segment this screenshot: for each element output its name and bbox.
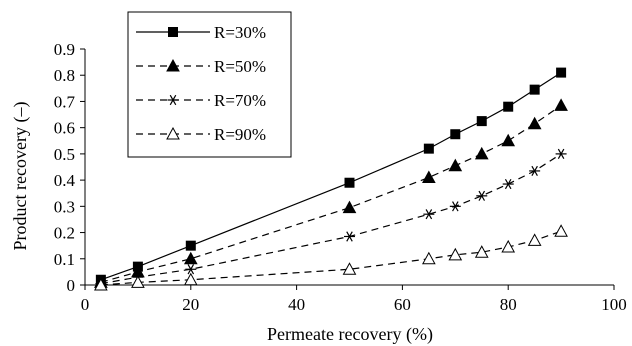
- y-axis-title: Product recovery (–): [10, 102, 31, 251]
- series-4-point: [474, 245, 489, 258]
- series-1-point: [423, 143, 434, 154]
- series-2-point: [448, 158, 463, 172]
- series-1-point: [450, 129, 461, 140]
- y-tick-label: 0.6: [54, 119, 75, 138]
- x-tick-label: 20: [182, 295, 199, 314]
- x-tick-label: 40: [288, 295, 305, 314]
- y-tick-label: 0.2: [54, 224, 75, 243]
- series-3-point: [502, 178, 514, 190]
- series-3-point: [476, 190, 488, 201]
- x-axis-title: Permeate recovery (%): [267, 324, 433, 345]
- legend-marker-4: [166, 126, 180, 140]
- series-2-point: [183, 251, 198, 265]
- legend-marker-1: [168, 27, 178, 37]
- series-3-point: [185, 264, 197, 275]
- legend-marker-2: [166, 58, 180, 72]
- series-4-point: [183, 272, 198, 286]
- legend-label-4: R=90%: [214, 125, 266, 144]
- series-4-point: [501, 239, 516, 253]
- series-3-point: [555, 148, 567, 159]
- series-group: [94, 67, 568, 291]
- series-4-point: [448, 247, 463, 261]
- ticks: 0 20 40 60 80 100 0 0.1 0.2 0.3 0.4 0.5 0.6 0.7 0.8 0.9: [54, 40, 627, 314]
- series-1-point: [503, 101, 514, 112]
- series-2-point: [422, 170, 436, 183]
- y-tick-label: 0.3: [54, 197, 75, 216]
- series-3-point: [449, 201, 461, 212]
- y-tick-label: 0.1: [54, 250, 75, 269]
- y-tick-label: 0: [67, 276, 76, 295]
- series-3: [95, 148, 567, 289]
- legend-box: [127, 11, 292, 158]
- series-3-point: [529, 165, 541, 177]
- series-4: [94, 224, 568, 291]
- y-tick-label: 0.7: [54, 92, 76, 111]
- series-3-point: [344, 231, 355, 242]
- series-1-point: [476, 116, 487, 127]
- series-1-line: [100, 72, 562, 281]
- x-tick-label: 100: [601, 295, 627, 314]
- series-3-point: [423, 209, 435, 220]
- y-tick-label: 0.9: [54, 40, 75, 59]
- series-4-point: [342, 262, 357, 275]
- legend-label-1: R=30%: [214, 23, 266, 42]
- series-2-point: [501, 133, 516, 147]
- series-2-line: [100, 104, 562, 283]
- series-4-line: [100, 230, 562, 286]
- y-tick-label: 0.8: [54, 66, 75, 85]
- series-1-point: [556, 67, 567, 78]
- series-2-point: [527, 116, 542, 130]
- x-tick-label: 60: [394, 295, 411, 314]
- series-1-point: [344, 177, 355, 188]
- series-4-point: [527, 233, 542, 246]
- y-tick-label: 0.5: [54, 145, 75, 164]
- series-4-point: [131, 275, 145, 288]
- y-tick-label: 0.4: [54, 171, 76, 190]
- x-tick-label: 80: [500, 295, 517, 314]
- legend: R=30% R=50% R=70% R=90%: [127, 11, 292, 158]
- series-1-point: [185, 240, 196, 251]
- series-2-point: [474, 146, 489, 160]
- legend-label-2: R=50%: [214, 57, 266, 76]
- legend-marker-3: [167, 94, 179, 106]
- series-4-point: [422, 251, 436, 265]
- axes: [84, 49, 614, 286]
- x-tick-label: 0: [81, 295, 90, 314]
- series-4-point: [554, 224, 568, 237]
- series-2-point: [554, 98, 568, 111]
- series-4-point: [94, 277, 108, 291]
- series-1-point: [529, 84, 540, 95]
- series-2-point: [342, 200, 357, 214]
- series-3-line: [100, 153, 562, 285]
- legend-label-3: R=70%: [214, 91, 266, 110]
